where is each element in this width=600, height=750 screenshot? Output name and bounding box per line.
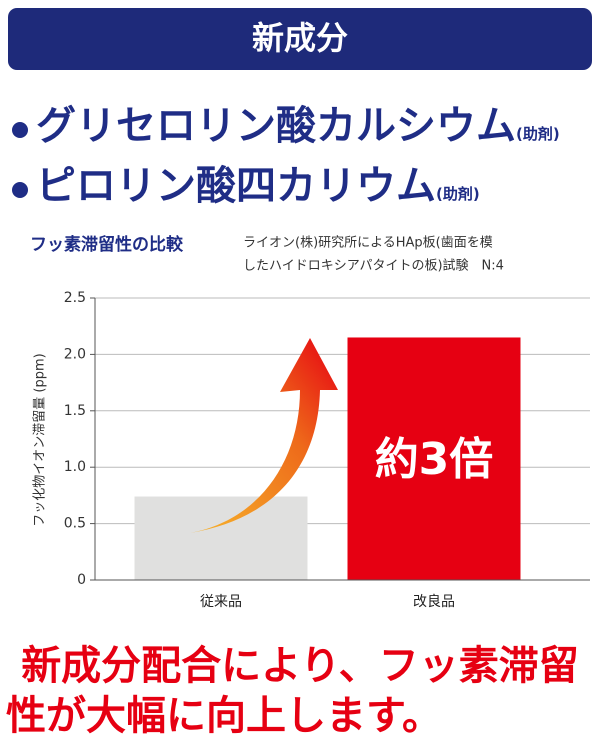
y-tick-label: 2.5	[64, 290, 86, 306]
trend-arrow	[190, 338, 338, 533]
header-title: 新成分	[252, 19, 348, 57]
y-tick-label: 1.0	[64, 459, 86, 475]
ingredient-name: ピロリン酸四カリウム	[36, 163, 436, 209]
y-axis-label: フッ化物イオン滞留量 (ppm)	[33, 353, 48, 526]
footer-text: 新成分配合により、フッ素滞留	[21, 643, 579, 689]
header-bar	[8, 8, 592, 70]
bullet	[12, 182, 28, 198]
bar	[347, 337, 521, 580]
chart-subtitle: ライオン(株)研究所によるHAp板(歯面を模	[243, 236, 493, 251]
bar	[134, 496, 308, 580]
bullet	[12, 122, 28, 138]
y-tick-label: 0.5	[64, 516, 86, 532]
chart-title: フッ素滞留性の比較	[30, 234, 184, 255]
y-tick-label: 1.5	[64, 403, 86, 419]
ingredient-note: (助剤)	[516, 125, 560, 143]
bar-annotation: 約3倍	[375, 434, 494, 485]
x-tick-label: 改良品	[413, 594, 455, 610]
chart-subtitle: したハイドロキシアパタイトの板)試験 N:4	[243, 258, 504, 274]
ingredient: ピロリン酸四カリウム(助剤)	[36, 163, 480, 209]
ingredient-name: グリセロリン酸カルシウム	[36, 103, 516, 149]
footer-text: 性が大幅に向上します。	[6, 693, 442, 739]
y-tick-label: 2.0	[64, 346, 86, 362]
ingredient: グリセロリン酸カルシウム(助剤)	[36, 103, 560, 149]
ingredient-note: (助剤)	[436, 185, 480, 203]
plot: 0 0.5 1.0 1.5 2.0 2.5 従来品 改良品 約3倍	[64, 290, 590, 610]
x-tick-label: 従来品	[200, 594, 242, 610]
y-tick-label: 0	[77, 572, 86, 588]
